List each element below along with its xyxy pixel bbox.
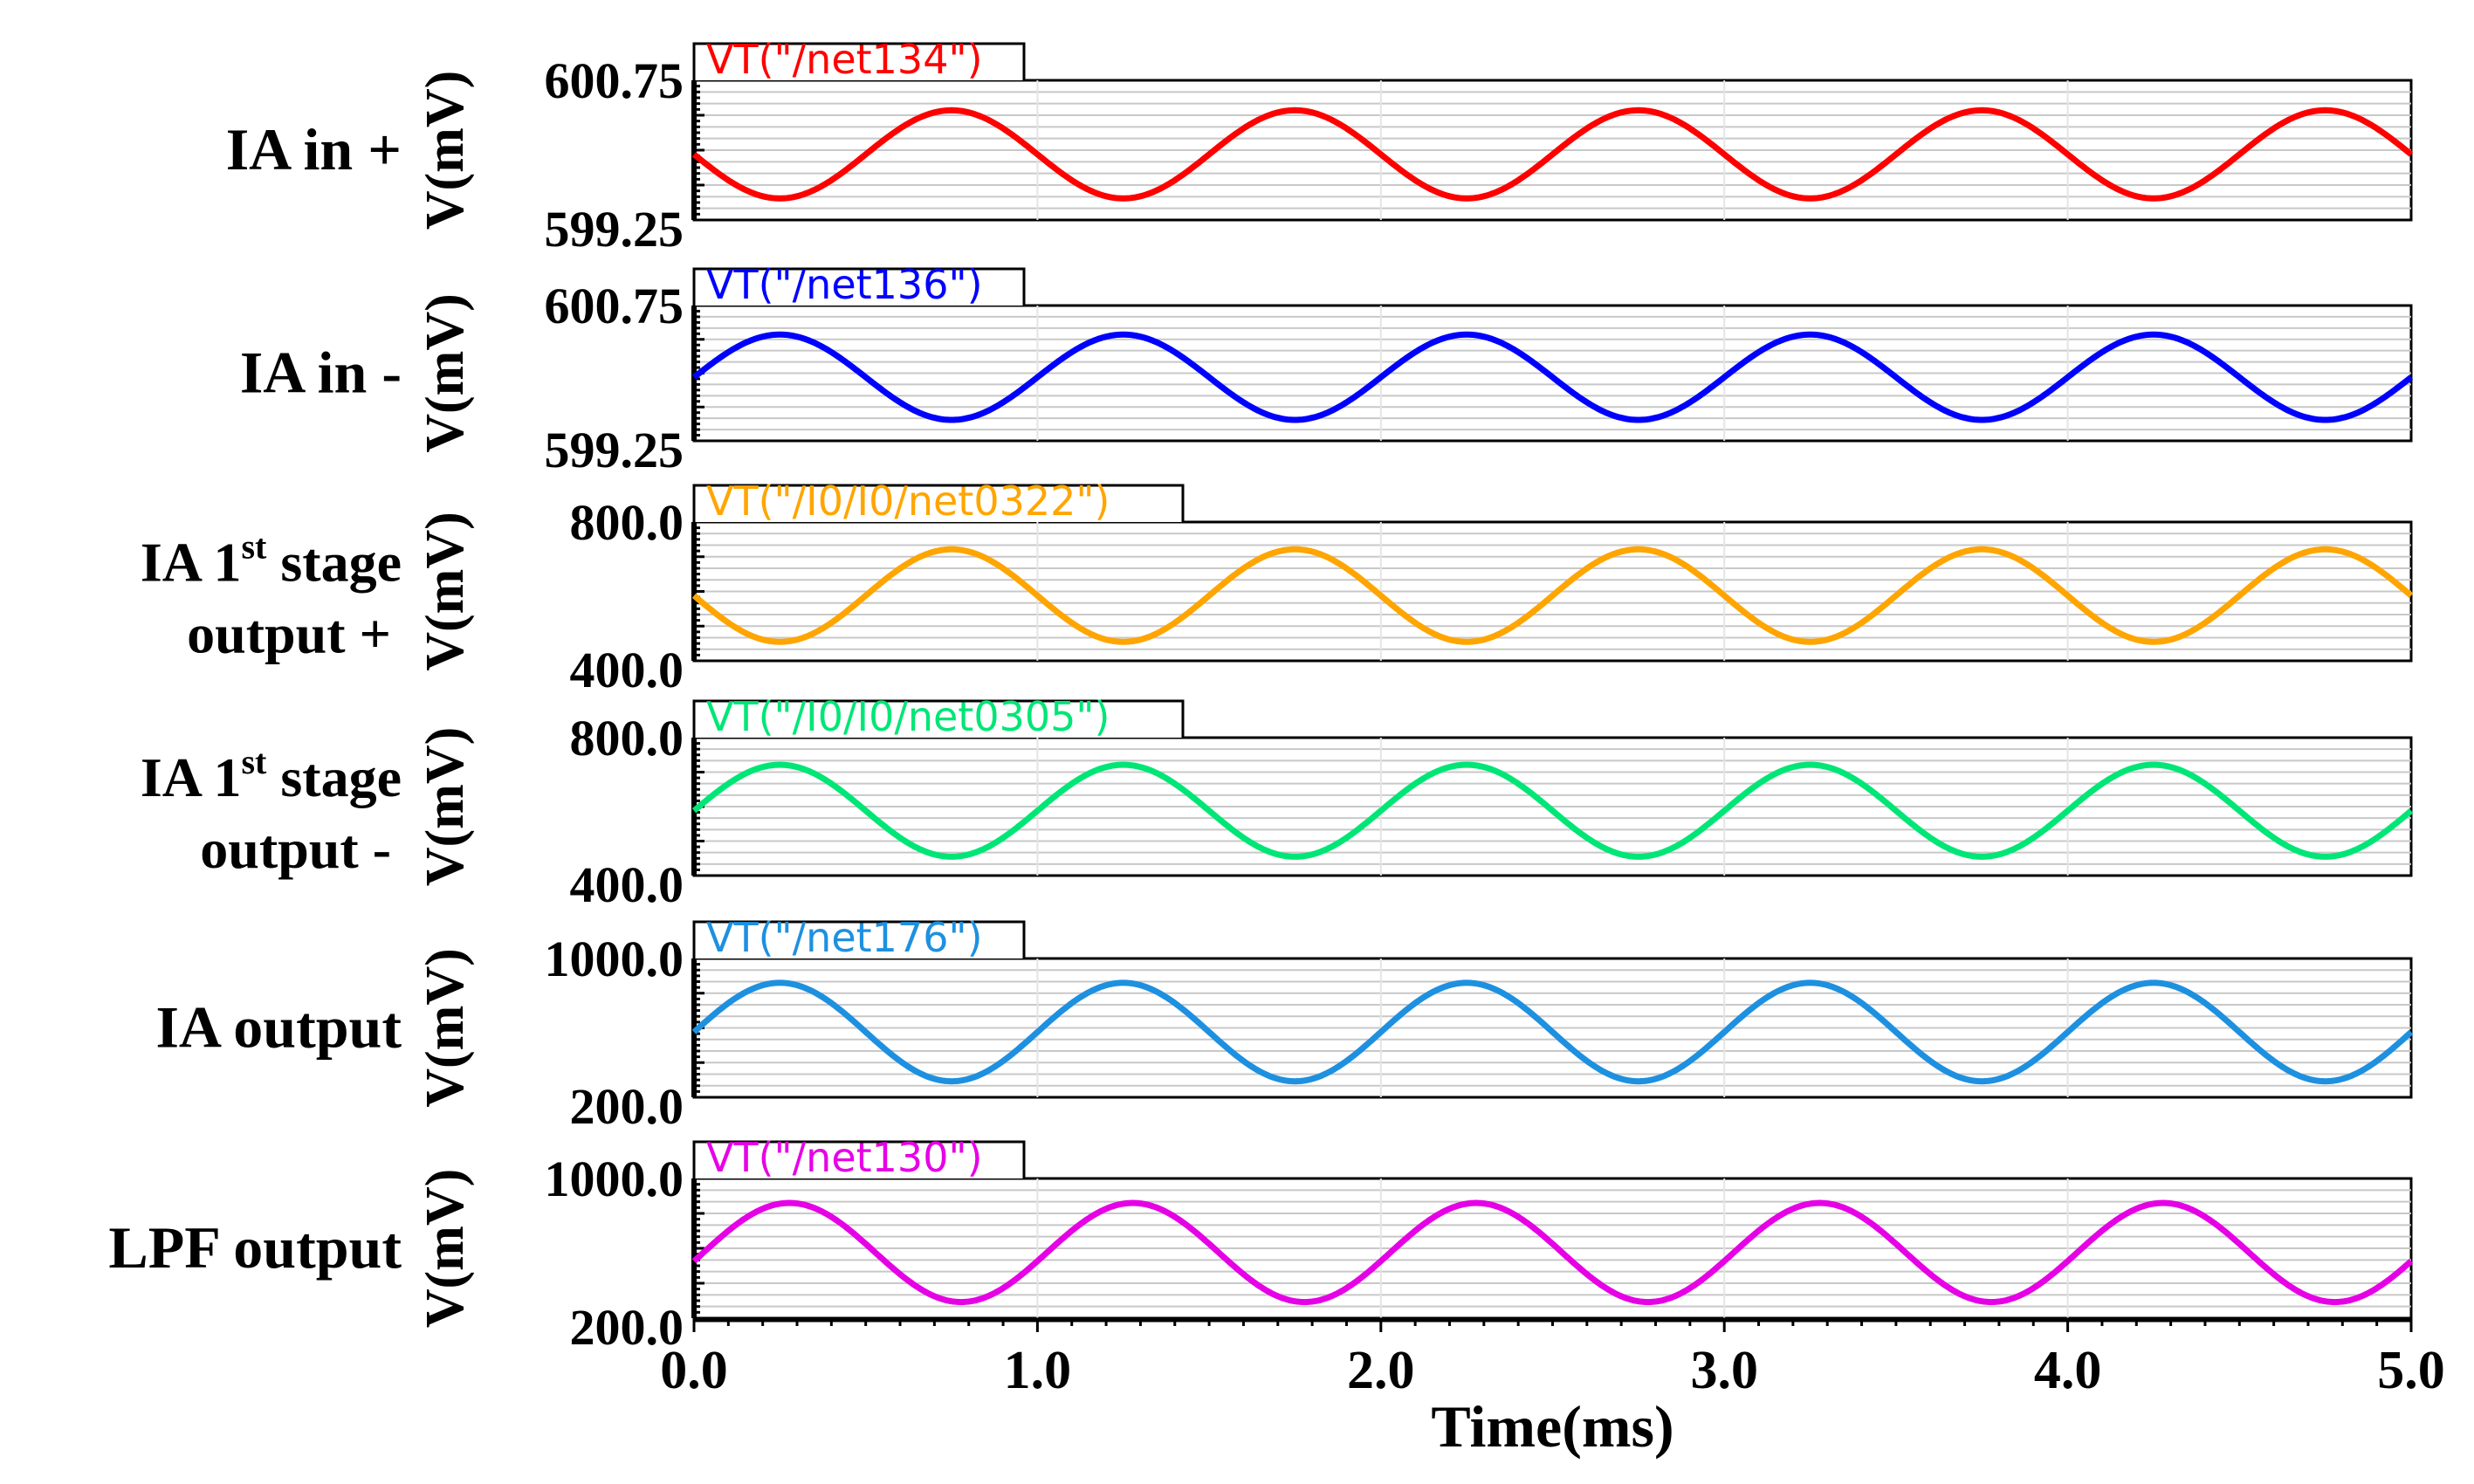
legend-tab [692,267,1026,306]
row-label: IA in - [240,340,402,406]
y-tick-min: 400.0 [570,856,684,913]
legend-label: VT("/I0/I0/net0305") [706,693,1110,740]
y-axis-label: V(mV) [416,512,475,671]
legend-tab [692,920,1026,958]
row-label-line-1: IA 1st stage [141,742,402,808]
y-axis-label: V(mV) [416,948,475,1108]
y-tick-min: 599.25 [545,201,684,258]
row-label-line-2: output - [200,818,391,880]
y-axis-label: V(mV) [416,71,475,230]
x-axis-label: Time(ms) [1431,1393,1673,1460]
panel-ia-1st-stage-output-minus: VT("/I0/I0/net0305") 800.0 400.0 V(mV)IA 1s… [141,693,2414,913]
y-tick-min: 200.0 [570,1078,684,1135]
row-label-line-2: output + [187,603,391,665]
y-axis-label: V(mV) [416,727,475,887]
legend-label: VT("/net130") [706,1134,983,1181]
row-label: IA in + [226,116,402,182]
row-label: IA output [155,994,402,1061]
y-tick-max: 1000.0 [545,1151,684,1207]
panel-ia-in-minus: VT("/net136") 600.75 599.25 V(mV)IA in - [240,261,2414,478]
row-label: LPF output [108,1214,402,1281]
series-line-ia-1st-stage-output-minus [691,761,2414,860]
legend-label: VT("/net134") [706,36,983,83]
x-tick-label: 4.0 [2034,1341,2102,1400]
series-line-ia-in-minus [691,331,2414,423]
y-tick-max: 600.75 [545,278,684,334]
legend-label: VT("/net176") [706,914,983,961]
y-tick-max: 600.75 [545,52,684,109]
panel-ia-1st-stage-output-plus: VT("/I0/I0/net0322") 800.0 400.0 V(mV)IA 1s… [141,477,2414,698]
y-tick-max: 800.0 [570,494,684,551]
panel-lpf-output: VT("/net130") 1000.0 200.0 V(mV)LPF output [108,1134,2414,1356]
series-line-ia-in-plus [691,106,2414,202]
series-line-ia-output [691,979,2414,1085]
legend-tab [692,42,1026,80]
panel-ia-in-plus: VT("/net134") 600.75 599.25 V(mV)IA in + [226,36,2414,258]
legend-label: VT("/net136") [706,261,983,308]
x-tick-label: 5.0 [2377,1341,2445,1400]
series-line-lpf-output [691,1199,2414,1306]
legend-label: VT("/I0/I0/net0322") [706,477,1110,525]
panel-ia-output: VT("/net176") 1000.0 200.0 V(mV)IA output [155,914,2414,1135]
x-tick-label: 0.0 [660,1341,728,1400]
y-tick-max: 1000.0 [545,931,684,987]
legend-tab [692,484,1185,522]
legend-tab [692,1140,1026,1178]
series-line-ia-1st-stage-output-plus [691,546,2414,645]
x-axis: 0.0 1.0 2.0 3.0 4.0 5.0 Time(ms) [660,1317,2445,1460]
y-tick-max: 800.0 [570,710,684,766]
y-axis-label: V(mV) [416,1169,475,1329]
legend-tab [692,699,1185,738]
y-tick-min: 400.0 [570,642,684,698]
x-tick-label: 2.0 [1347,1341,1415,1400]
y-tick-min: 599.25 [545,422,684,478]
x-tick-label: 1.0 [1004,1341,1072,1400]
y-tick-min: 200.0 [570,1299,684,1356]
x-tick-label: 3.0 [1690,1341,1758,1400]
row-label-line-1: IA 1st stage [141,527,402,594]
y-axis-label: V(mV) [416,293,475,453]
